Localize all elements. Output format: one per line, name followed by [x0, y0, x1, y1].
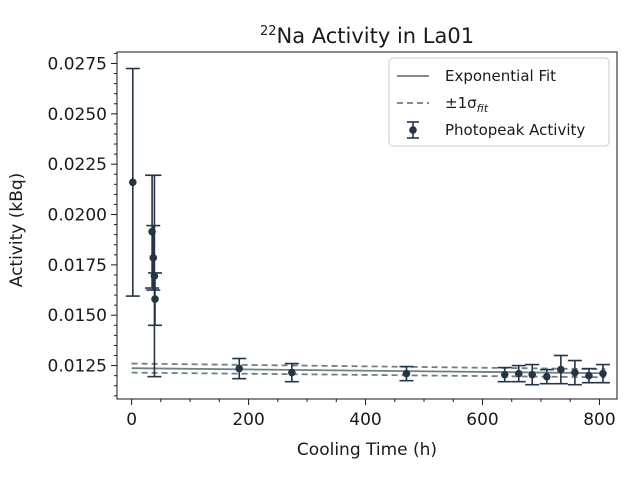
data-point: [511, 364, 526, 383]
data-marker: [288, 368, 296, 377]
x-axis-label: Cooling Time (h): [297, 440, 437, 460]
data-marker: [128, 178, 137, 187]
chart-title-main: Na Activity in La01: [276, 24, 474, 48]
x-tick-label: 400: [349, 410, 381, 430]
legend-sigma-text: ±1σ: [445, 94, 477, 112]
data-point: [497, 366, 512, 383]
x-tick-label: 0: [126, 410, 137, 430]
x-tick-label: 800: [583, 410, 615, 430]
y-tick-label: 0.0200: [48, 206, 107, 226]
data-point: [284, 362, 299, 383]
sigma-upper-line: [131, 362, 606, 371]
y-axis-label: Activity (kBq): [7, 173, 27, 288]
data-marker: [543, 372, 551, 381]
data-marker: [151, 295, 159, 303]
plot-area: 0 200 400 600 800 0.0125 0.0150 0.0175 0.0200 0.0…: [48, 51, 618, 430]
data-marker: [514, 369, 523, 378]
data-point: [567, 359, 582, 386]
chart-title: 22Na Activity in La01: [260, 24, 474, 48]
legend-fit-label: Exponential Fit: [445, 67, 556, 85]
data-point: [125, 67, 140, 297]
legend-sigma-label: ±1σfit: [445, 94, 489, 115]
data-marker: [599, 369, 607, 378]
x-tick-label: 600: [466, 410, 498, 430]
legend-data-swatch: [407, 121, 419, 139]
data-marker: [585, 371, 593, 380]
data-point: [146, 224, 161, 291]
y-tick-label: 0.0275: [48, 54, 107, 74]
data-point: [539, 368, 554, 385]
legend-frame: [388, 57, 610, 147]
data-point: [553, 354, 568, 385]
legend: Exponential Fit ±1σfit Photopeak Activit…: [388, 57, 610, 147]
data-marker: [149, 254, 158, 262]
legend-data-label: Photopeak Activity: [445, 121, 585, 139]
y-tick-label: 0.0125: [48, 357, 107, 377]
y-tick-label: 0.0150: [48, 306, 107, 326]
data-point: [595, 363, 610, 384]
data-point: [581, 367, 596, 384]
data-marker: [571, 368, 579, 377]
y-tick-label: 0.0175: [48, 256, 107, 276]
data-marker: [557, 365, 565, 374]
x-tick-label: 200: [232, 410, 264, 430]
chart-title-superscript: 22: [260, 24, 277, 39]
sigma-lower-line: [131, 371, 606, 379]
data-point: [525, 363, 540, 386]
data-point: [145, 174, 160, 289]
data-marker: [528, 370, 537, 379]
fit-line: [131, 367, 606, 375]
y-tick-label: 0.0225: [48, 155, 107, 175]
legend-sigma-subscript: fit: [477, 102, 489, 115]
y-tick-label: 0.0250: [48, 105, 107, 125]
data-point: [148, 272, 163, 327]
data-point: [232, 357, 247, 380]
data-point: [399, 365, 414, 382]
data-marker: [402, 369, 411, 378]
data-marker: [235, 364, 244, 373]
plot-frame: [116, 51, 618, 400]
data-marker: [500, 370, 509, 379]
